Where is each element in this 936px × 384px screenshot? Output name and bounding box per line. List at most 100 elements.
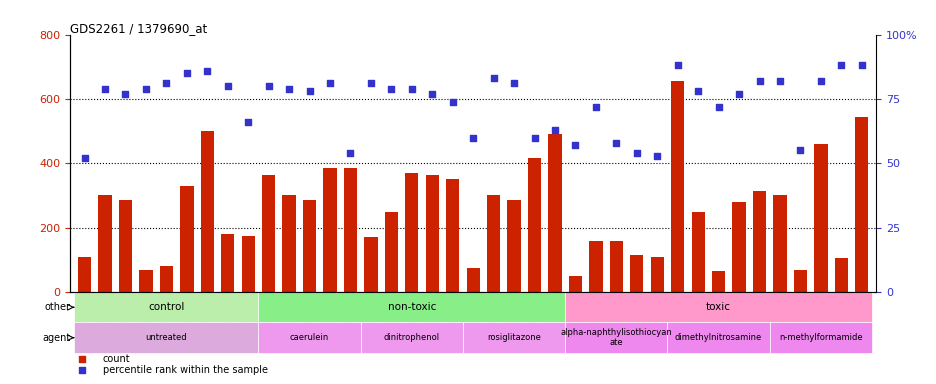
- Text: agent: agent: [42, 333, 70, 343]
- Bar: [360, 323, 462, 353]
- Bar: [609, 240, 622, 292]
- Bar: [446, 179, 459, 292]
- Point: [97, 86, 112, 92]
- Point: [771, 78, 786, 84]
- Point: [261, 83, 276, 89]
- Point: [282, 86, 297, 92]
- Bar: [487, 195, 500, 292]
- Bar: [159, 266, 173, 292]
- Point: [506, 80, 521, 86]
- Bar: [258, 323, 360, 353]
- Point: [384, 86, 399, 92]
- Bar: [344, 168, 357, 292]
- Text: alpha-naphthylisothiocyan
ate: alpha-naphthylisothiocyan ate: [560, 328, 671, 348]
- Point: [445, 98, 460, 104]
- Bar: [241, 236, 255, 292]
- Bar: [425, 175, 438, 292]
- Point: [75, 356, 90, 362]
- Bar: [527, 159, 541, 292]
- Point: [77, 155, 92, 161]
- Bar: [221, 234, 234, 292]
- Bar: [772, 195, 786, 292]
- Point: [669, 62, 684, 68]
- Point: [424, 91, 439, 97]
- Bar: [180, 186, 194, 292]
- Bar: [630, 255, 643, 292]
- Bar: [323, 168, 336, 292]
- Bar: [282, 195, 296, 292]
- Bar: [548, 134, 561, 292]
- Text: toxic: toxic: [706, 302, 730, 312]
- Point: [241, 119, 256, 125]
- Point: [731, 91, 746, 97]
- Point: [220, 83, 235, 89]
- Bar: [466, 268, 479, 292]
- Bar: [752, 191, 766, 292]
- Point: [199, 68, 214, 74]
- Bar: [404, 173, 418, 292]
- Text: count: count: [102, 354, 130, 364]
- Bar: [74, 323, 258, 353]
- Point: [139, 86, 154, 92]
- Bar: [462, 323, 564, 353]
- Point: [833, 62, 848, 68]
- Text: dinitrophenol: dinitrophenol: [384, 333, 439, 342]
- Bar: [650, 257, 664, 292]
- Bar: [98, 195, 111, 292]
- Point: [159, 80, 174, 86]
- Bar: [834, 258, 847, 292]
- Point: [486, 75, 501, 81]
- Point: [363, 80, 378, 86]
- Point: [792, 147, 807, 154]
- Bar: [78, 257, 91, 292]
- Point: [567, 142, 582, 148]
- Bar: [302, 200, 315, 292]
- Bar: [74, 292, 258, 323]
- Bar: [385, 212, 398, 292]
- Bar: [119, 200, 132, 292]
- Point: [526, 134, 541, 141]
- Bar: [813, 144, 826, 292]
- Point: [179, 70, 194, 76]
- Point: [465, 134, 480, 141]
- Point: [301, 88, 316, 94]
- Point: [690, 88, 705, 94]
- Bar: [364, 237, 377, 292]
- Text: n-methylformamide: n-methylformamide: [778, 333, 862, 342]
- Bar: [564, 292, 871, 323]
- Bar: [507, 200, 520, 292]
- Point: [118, 91, 133, 97]
- Bar: [855, 117, 868, 292]
- Point: [812, 78, 827, 84]
- Text: control: control: [148, 302, 184, 312]
- Point: [710, 104, 725, 110]
- Text: non-toxic: non-toxic: [388, 302, 435, 312]
- Text: untreated: untreated: [145, 333, 187, 342]
- Point: [608, 140, 623, 146]
- Bar: [262, 175, 275, 292]
- Text: GDS2261 / 1379690_at: GDS2261 / 1379690_at: [70, 22, 207, 35]
- Point: [343, 150, 358, 156]
- Bar: [691, 212, 704, 292]
- Bar: [200, 131, 213, 292]
- Bar: [793, 270, 806, 292]
- Point: [588, 104, 603, 110]
- Text: caerulein: caerulein: [289, 333, 329, 342]
- Text: other: other: [44, 302, 70, 312]
- Point: [649, 152, 664, 159]
- Bar: [732, 202, 745, 292]
- Bar: [768, 323, 871, 353]
- Bar: [589, 240, 602, 292]
- Text: percentile rank within the sample: percentile rank within the sample: [102, 366, 267, 376]
- Bar: [711, 271, 724, 292]
- Bar: [568, 276, 581, 292]
- Point: [854, 62, 869, 68]
- Text: dimethylnitrosamine: dimethylnitrosamine: [674, 333, 761, 342]
- Point: [322, 80, 337, 86]
- Bar: [670, 81, 683, 292]
- Point: [629, 150, 644, 156]
- Bar: [666, 323, 768, 353]
- Bar: [139, 270, 153, 292]
- Bar: [258, 292, 564, 323]
- Text: rosiglitazone: rosiglitazone: [487, 333, 540, 342]
